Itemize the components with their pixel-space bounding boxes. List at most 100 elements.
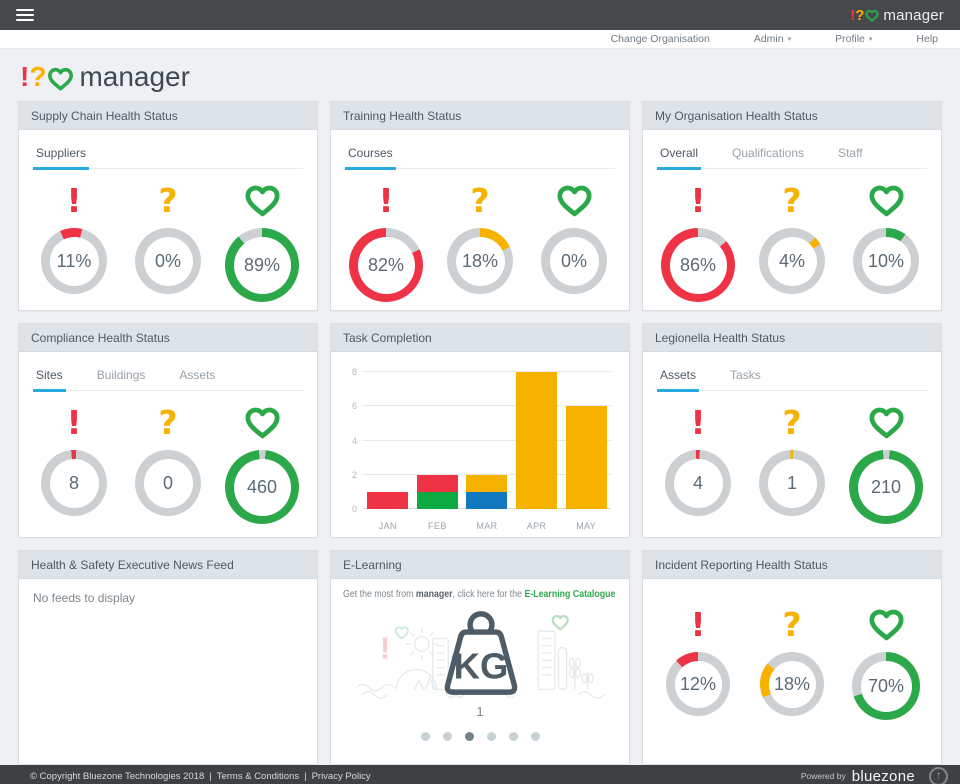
donut-gauge[interactable]: 4 — [665, 450, 731, 516]
y-axis-tick: 2 — [351, 469, 357, 480]
nav-help[interactable]: Help — [916, 33, 938, 45]
bar-apr[interactable] — [516, 372, 558, 509]
gauges-row: ! 11%? 0% 89% — [19, 169, 317, 310]
gauge-value: 4% — [778, 250, 805, 271]
donut-gauge[interactable]: 18% — [760, 652, 824, 716]
tab-buildings[interactable]: Buildings — [96, 368, 146, 382]
tab-bar: Overall Qualifications Staff — [657, 143, 927, 170]
gridline — [363, 473, 611, 475]
question-icon: ? — [782, 402, 802, 442]
gauge-value: 12% — [679, 673, 717, 694]
svg-text:!: ! — [380, 630, 390, 665]
hamburger-menu-icon[interactable] — [16, 9, 34, 21]
tab-qualifications[interactable]: Qualifications — [732, 146, 805, 160]
gauges-row: ! 12%? 18% 70% — [643, 579, 941, 764]
tab-assets[interactable]: Assets — [179, 368, 216, 382]
card-incident-reporting-health: Incident Reporting Health Status ! 12%? 18… — [642, 550, 942, 765]
top-bar: ! ? manager — [0, 0, 960, 30]
promo-middle: , click here for the — [452, 589, 525, 600]
carousel-dot[interactable] — [486, 732, 496, 741]
donut-gauge[interactable]: 86% — [661, 228, 735, 302]
tab-staff[interactable]: Staff — [838, 146, 863, 160]
tab-overall[interactable]: Overall — [657, 143, 702, 170]
secondary-nav: Change Organisation Admin ▾ Profile ▾ Help — [0, 30, 960, 49]
health-gauge-exclamation: ! 11% — [27, 179, 121, 294]
donut-gauge[interactable]: 11% — [41, 228, 107, 294]
carousel-dot[interactable] — [420, 732, 430, 741]
promo-prefix: Get the most from — [343, 589, 416, 600]
donut-gauge[interactable]: 0% — [541, 228, 607, 294]
exclamation-icon: ! — [378, 180, 394, 220]
nav-change-organisation[interactable]: Change Organisation — [610, 33, 710, 45]
question-icon: ? — [782, 604, 802, 644]
nav-admin[interactable]: Admin ▾ — [753, 33, 792, 45]
health-gauge-heart: 0% — [527, 179, 621, 294]
bar-jan[interactable] — [367, 372, 409, 509]
heart-icon — [868, 179, 905, 221]
card-title: Legionella Health Status — [643, 324, 941, 352]
donut-gauge[interactable]: 1 — [759, 450, 825, 516]
card-title: Task Completion — [331, 324, 629, 352]
carousel-dot[interactable] — [530, 732, 540, 741]
tab-bar: Sites Buildings Assets — [33, 365, 303, 392]
tab-suppliers[interactable]: Suppliers — [33, 143, 90, 170]
card-compliance-health: Compliance Health Status Sites Buildings A… — [18, 323, 318, 538]
gauge-value: 89% — [243, 254, 281, 275]
bar-feb[interactable] — [416, 372, 458, 509]
donut-gauge[interactable]: 0% — [135, 228, 201, 294]
gauge-value: 8 — [68, 472, 79, 493]
exclamation-icon: ! — [690, 604, 706, 644]
page-logo: ! ? manager — [20, 55, 942, 99]
gridline — [363, 439, 611, 441]
donut-gauge[interactable]: 89% — [225, 228, 299, 302]
tab-tasks[interactable]: Tasks — [730, 368, 761, 382]
carousel-dot[interactable] — [508, 732, 518, 741]
bar-segment — [466, 491, 508, 509]
gauges-row: ! 86%? 4% 10% — [643, 169, 941, 310]
donut-gauge[interactable]: 210 — [849, 450, 923, 524]
gauge-value: 0% — [154, 250, 181, 271]
footer-legal: © Copyright Bluezone Technologies 2018 |… — [30, 771, 371, 782]
health-gauge-question: ? 18% — [433, 179, 527, 294]
privacy-link[interactable]: Privacy Policy — [311, 770, 371, 782]
donut-gauge[interactable]: 82% — [349, 228, 423, 302]
copyright-text: © Copyright Bluezone Technologies 2018 — [30, 770, 205, 782]
carousel-dot[interactable] — [464, 732, 474, 741]
elearning-carousel-illustration[interactable]: ! ? KG — [343, 602, 619, 704]
gridline — [363, 371, 611, 372]
donut-gauge[interactable]: 460 — [225, 450, 299, 524]
heart-icon — [556, 179, 593, 221]
donut-gauge[interactable]: 12% — [666, 652, 730, 716]
logo-question: ? — [855, 6, 865, 24]
terms-link[interactable]: Terms & Conditions — [216, 770, 300, 782]
task-completion-bar-chart: 0 2 4 6 8 JAN FEB MAR APR MAY — [341, 366, 615, 533]
scroll-top-button[interactable]: ↑ — [929, 766, 948, 784]
tab-courses[interactable]: Courses — [345, 143, 396, 170]
heart-icon — [48, 67, 74, 91]
bar-may[interactable] — [565, 372, 607, 509]
gauge-value: 18% — [773, 673, 811, 694]
donut-gauge[interactable]: 4% — [759, 228, 825, 294]
news-feed-empty-message: No feeds to display — [33, 591, 136, 605]
carousel-dots — [343, 732, 617, 741]
tab-assets[interactable]: Assets — [657, 365, 700, 392]
donut-gauge[interactable]: 10% — [853, 228, 919, 294]
health-gauge-heart: 460 — [215, 401, 309, 524]
card-my-organisation-health: My Organisation Health Status Overall Qua… — [642, 101, 942, 311]
bar-mar[interactable] — [466, 372, 508, 509]
exclamation-icon: ! — [690, 402, 706, 442]
question-icon: ? — [470, 180, 490, 220]
donut-gauge[interactable]: 8 — [41, 450, 107, 516]
separator: | — [209, 770, 212, 782]
carousel-dot[interactable] — [442, 732, 452, 741]
elearning-catalogue-link[interactable]: E-Learning Catalogue — [524, 589, 616, 600]
tab-sites[interactable]: Sites — [33, 365, 66, 392]
chart-plot-area: 0 2 4 6 8 — [352, 367, 611, 514]
elearning-body: Get the most from manager, click here fo… — [331, 579, 629, 741]
donut-gauge[interactable]: 0 — [135, 450, 201, 516]
exclamation-icon: ! — [66, 180, 82, 220]
donut-gauge[interactable]: 70% — [852, 652, 920, 720]
logo-word: manager — [79, 61, 190, 92]
donut-gauge[interactable]: 18% — [447, 228, 513, 294]
nav-profile[interactable]: Profile ▾ — [835, 33, 873, 45]
